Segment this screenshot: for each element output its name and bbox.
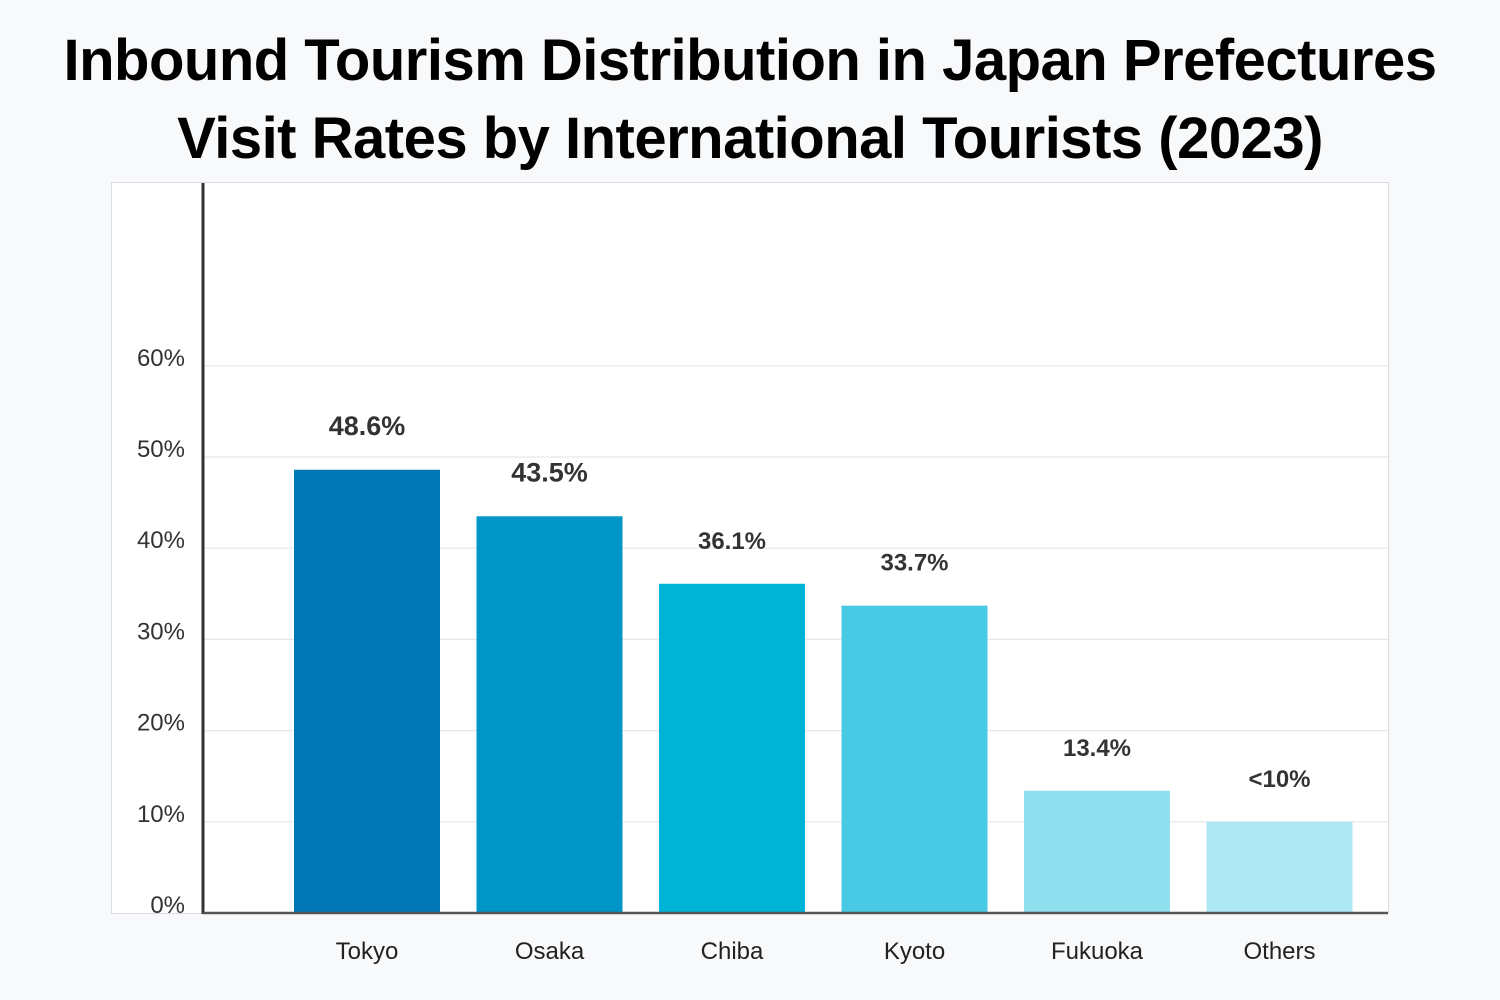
bar-others bbox=[1206, 821, 1353, 913]
y-tick-label: 50% bbox=[137, 436, 185, 463]
labels: 0% 10% 20% 30% 40% 50% 60% 48.6% Tokyo 43.5% Osaka… bbox=[137, 345, 1316, 965]
y-tick-label: 60% bbox=[137, 345, 185, 372]
bar-fukuoka bbox=[1024, 790, 1170, 913]
data-label: 36.1% bbox=[698, 528, 766, 555]
y-tick-label: 40% bbox=[137, 527, 185, 554]
bar-tokyo bbox=[294, 469, 440, 913]
chart-title-line-2: Visit Rates by International Tourists (2… bbox=[177, 106, 1323, 171]
x-tick-label: Others bbox=[1243, 938, 1315, 965]
bars bbox=[294, 469, 1353, 913]
x-tick-label: Kyoto bbox=[884, 938, 945, 965]
axes bbox=[201, 183, 1388, 915]
x-tick-label: Tokyo bbox=[336, 938, 399, 965]
data-label: 33.7% bbox=[880, 550, 948, 577]
bar-osaka bbox=[476, 516, 623, 913]
chart-title: Inbound Tourism Distribution in Japan Pr… bbox=[0, 22, 1500, 178]
y-tick-label: 10% bbox=[137, 801, 185, 828]
bar-chiba bbox=[659, 583, 805, 913]
y-tick-label: 20% bbox=[137, 710, 185, 737]
x-tick-label: Chiba bbox=[701, 938, 764, 965]
x-tick-label: Osaka bbox=[515, 938, 585, 965]
chart-title-line-1: Inbound Tourism Distribution in Japan Pr… bbox=[63, 28, 1438, 93]
data-label: 13.4% bbox=[1063, 735, 1131, 762]
x-tick-label: Fukuoka bbox=[1051, 938, 1144, 965]
y-tick-label: 0% bbox=[150, 892, 185, 919]
data-label: 48.6% bbox=[329, 411, 406, 441]
bar-kyoto bbox=[841, 605, 988, 913]
data-label: <10% bbox=[1248, 766, 1310, 793]
y-tick-label: 30% bbox=[137, 618, 185, 645]
data-label: 43.5% bbox=[511, 457, 588, 487]
